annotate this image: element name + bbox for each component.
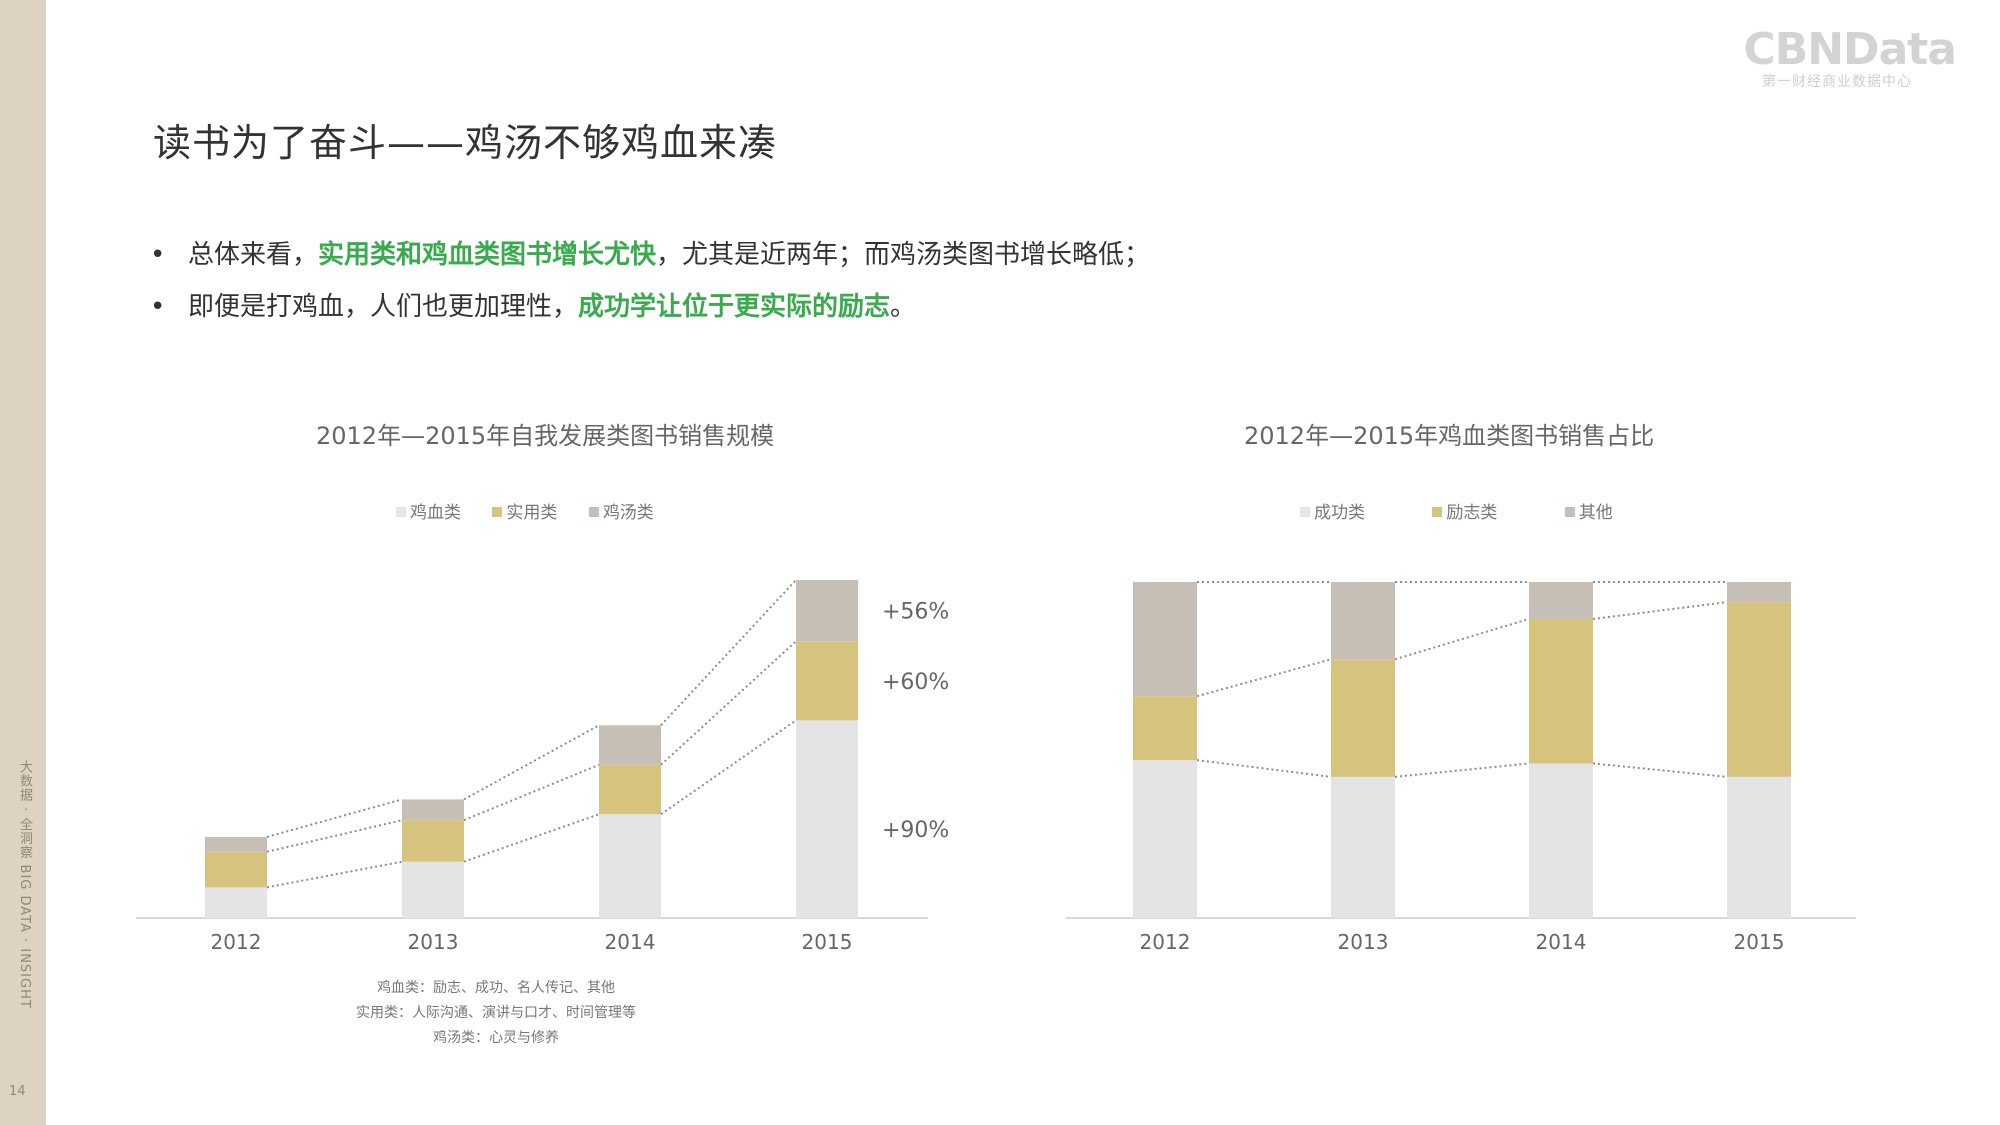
chart-1-trend-line [660, 579, 797, 726]
chart-1-growth-label: +56% [882, 600, 949, 625]
chart-1-bar-segment [402, 820, 464, 862]
chart-1-growth-label: +90% [882, 818, 949, 843]
chart-2-bar-segment [1727, 776, 1791, 918]
chart-2-trend-line [1394, 618, 1530, 661]
chart-2-bar-segment [1727, 602, 1791, 777]
chart-2-bar-segment [1529, 618, 1593, 764]
legend-item: 励志类 [1432, 498, 1497, 523]
chart-2-bar-segment [1133, 760, 1197, 918]
bullet-1-rest: ，尤其是近两年；而鸡汤类图书增长略低； [656, 240, 1151, 270]
legend-item: 成功类 [1300, 498, 1365, 523]
chart-2-x-tick-label: 2012 [1140, 930, 1191, 954]
sidebar: 大数据 · 全洞察 BIG DATA · INSIGHT 14 [0, 0, 46, 1125]
logo-main-text: CBNData [1743, 24, 1957, 75]
logo: CBNData 第一财经商业数据中心 [1743, 24, 1957, 91]
chart-1-x-tick-label: 2014 [605, 930, 656, 954]
footnote-line: 实用类：人际沟通、演讲与口才、时间管理等 [356, 1005, 636, 1021]
chart-2-bar-segment [1529, 582, 1593, 619]
bullet-2-text: 即便是打鸡血，人们也更加理性， [188, 292, 579, 322]
page-title: 读书为了奋斗——鸡汤不够鸡血来凑 [153, 121, 778, 165]
chart-2-trend-line [1394, 762, 1530, 778]
chart-2-legend: 成功类 励志类 其他 [1300, 498, 1675, 523]
chart-1-bar-segment [205, 851, 267, 888]
chart-2-x-tick-label: 2015 [1734, 930, 1785, 954]
chart-1-trend-line [660, 719, 797, 816]
logo-sub-text: 第一财经商业数据中心 [1762, 74, 1912, 90]
footnote-line: 鸡汤类：心灵与修养 [433, 1030, 559, 1046]
chart-1-growth-label: +60% [882, 670, 949, 695]
legend-item: 鸡血类 [396, 498, 461, 523]
bullet-point-2: • 即便是打鸡血，人们也更加理性，成功学让位于更实际的励志。 [150, 286, 916, 323]
legend-item: 鸡汤类 [588, 498, 654, 523]
legend-swatch [1564, 507, 1575, 517]
chart-1-trend-line [463, 763, 600, 822]
legend-label: 鸡血类 [410, 503, 461, 523]
chart-2-bar-segment [1727, 582, 1791, 603]
chart-1-bar-segment [599, 814, 661, 918]
legend-swatch [492, 507, 503, 517]
chart-1-x-tick-label: 2012 [211, 930, 262, 954]
legend-label: 鸡汤类 [602, 503, 654, 523]
bullet-1-highlight: 实用类和鸡血类图书增长尤快 [318, 240, 657, 270]
chart-1-trend-line [266, 798, 403, 838]
chart-1-bar-segment [205, 836, 267, 852]
chart-1-bar-segment [402, 799, 464, 821]
chart-1-bar-segment [796, 641, 858, 721]
chart-2-x-tick-label: 2014 [1536, 930, 1587, 954]
legend-swatch [396, 507, 406, 517]
legend-label: 成功类 [1314, 503, 1365, 523]
legend-item: 其他 [1564, 498, 1613, 523]
chart-2-trend-line [1196, 658, 1332, 698]
bullet-point-1: • 总体来看，实用类和鸡血类图书增长尤快，尤其是近两年；而鸡汤类图书增长略低； [150, 234, 1150, 271]
chart-1-trend-line [660, 640, 797, 766]
chart-2-bar-segment [1529, 763, 1593, 918]
chart-2-bar-segment [1133, 582, 1197, 697]
legend-swatch [588, 507, 599, 517]
bullet-dot-icon: • [150, 240, 166, 270]
chart-1-legend: 鸡血类 实用类 鸡汤类 [396, 498, 680, 523]
chart-1-footnotes: 鸡血类：励志、成功、名人传记、其他 实用类：人际沟通、演讲与口才、时间管理等 鸡… [286, 976, 706, 1051]
bullet-2-highlight: 成功学让位于更实际的励志 [578, 292, 891, 322]
chart-1-x-tick-label: 2015 [802, 930, 853, 954]
chart-1-trend-line [463, 724, 600, 801]
chart-2-trend-line [1196, 759, 1332, 778]
chart-1-trend-line [463, 813, 600, 863]
footnote-line: 鸡血类：励志、成功、名人传记、其他 [377, 980, 615, 996]
chart-1-bar-segment [796, 720, 858, 918]
legend-item: 实用类 [492, 498, 557, 523]
chart-1-bar-segment [402, 861, 464, 918]
bullet-1-text: 总体来看， [188, 240, 319, 270]
chart-2-bar-segment [1331, 582, 1395, 660]
page-number: 14 [9, 1084, 26, 1099]
chart-2-bar-segment [1331, 659, 1395, 777]
legend-label: 其他 [1578, 503, 1613, 523]
legend-label: 励志类 [1446, 503, 1498, 523]
chart-2-title: 2012年—2015年鸡血类图书销售占比 [1244, 422, 1655, 450]
legend-label: 实用类 [506, 503, 558, 523]
chart-2-x-tick-label: 2013 [1338, 930, 1389, 954]
chart-1-bar-segment [205, 887, 267, 918]
sidebar-vertical-text: 大数据 · 全洞察 BIG DATA · INSIGHT [17, 760, 32, 1009]
legend-swatch [1432, 507, 1443, 517]
legend-swatch [1300, 507, 1310, 517]
chart-2-trend-line [1592, 762, 1728, 778]
chart-1-title: 2012年—2015年自我发展类图书销售规模 [316, 422, 775, 450]
chart-1-trend-line [266, 860, 403, 889]
chart-1-bar-segment [599, 764, 661, 815]
bullet-dot-icon: • [150, 292, 166, 322]
chart-1-trend-line [266, 819, 403, 853]
chart-1-bar-segment [796, 580, 858, 642]
bullet-2-rest: 。 [890, 292, 917, 322]
chart-2-bar-segment [1331, 776, 1395, 918]
chart-1-bar-segment [599, 725, 661, 765]
chart-1-x-tick-label: 2013 [408, 930, 459, 954]
chart-2-trend-line [1592, 601, 1728, 620]
chart-2-bar-segment [1133, 696, 1197, 761]
